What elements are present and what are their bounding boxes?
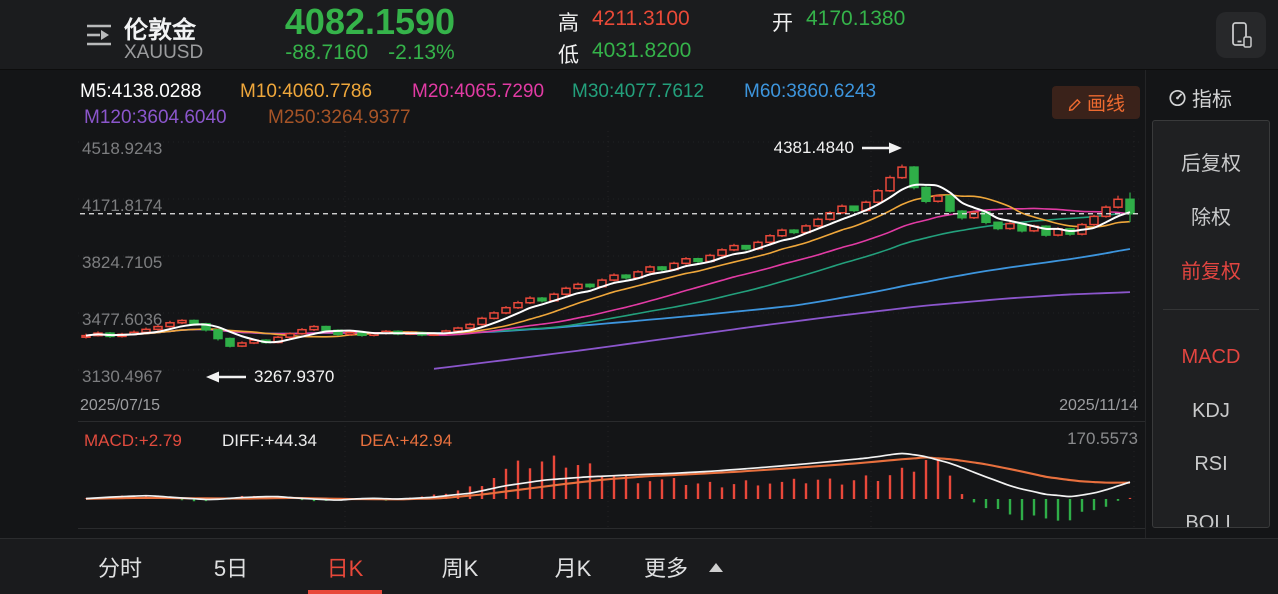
ma-line-M10 — [85, 194, 1131, 338]
ma-line-M5 — [85, 183, 1131, 344]
candles — [81, 164, 1135, 348]
phone-icon — [1232, 22, 1252, 48]
ma10-legend: M10:4060.7786 — [240, 81, 373, 102]
instrument-name: 伦敦金 — [124, 17, 196, 44]
price-change: -88.7160 — [285, 41, 369, 64]
indicator-menu-button[interactable]: 指标 — [1168, 85, 1232, 111]
ma5-legend: M5:4138.0288 — [80, 81, 202, 102]
high-label: 高 — [558, 12, 579, 35]
rotate-screen-button[interactable] — [1216, 12, 1266, 58]
y-tick: 4171.8174 — [82, 196, 163, 215]
indicator-boll[interactable]: BOLL — [1185, 512, 1237, 528]
y-tick: 3130.4967 — [82, 367, 163, 386]
draw-line-button[interactable]: 画线 — [1052, 86, 1140, 119]
period-tab-bar: 分时 5日 日K 周K 月K 更多 — [0, 538, 1278, 594]
open-value: 4170.1380 — [806, 7, 906, 30]
y-tick: 3824.7105 — [82, 253, 163, 272]
panel-divider — [1163, 309, 1259, 310]
ma-line-M120 — [433, 291, 1131, 370]
grid-lines — [78, 70, 1146, 538]
gauge-icon — [1169, 89, 1186, 106]
adjust-option-forward[interactable]: 前复权 — [1181, 261, 1241, 283]
quote-header: 伦敦金 XAUUSD 4082.1590 -88.7160 -2.13% 高 4… — [0, 0, 1278, 70]
annotation-arrows — [206, 142, 902, 383]
period-high-annotation: 4381.4840 — [773, 138, 854, 157]
low-value: 4031.8200 — [592, 39, 692, 62]
diff-value-label: DIFF:+44.34 — [222, 431, 317, 450]
draw-line-label: 画线 — [1086, 94, 1125, 115]
y-tick: 3477.6036 — [82, 310, 163, 329]
ma20-legend: M20:4065.7290 — [412, 81, 545, 102]
tab-daily-k[interactable]: 日K — [311, 539, 379, 594]
indicator-rsi[interactable]: RSI — [1194, 453, 1228, 475]
dea-value-label: DEA:+42.94 — [360, 431, 453, 450]
chart-start-date: 2025/07/15 — [80, 397, 161, 414]
adjust-option-none[interactable]: 除权 — [1191, 207, 1231, 229]
indicator-menu-label: 指标 — [1192, 88, 1232, 111]
ma250-legend: M250:3264.9377 — [268, 107, 411, 128]
tab-5day[interactable]: 5日 — [213, 556, 249, 581]
macd-value-label: MACD:+2.79 — [84, 431, 182, 450]
low-label: 低 — [558, 44, 579, 67]
high-value: 4211.3100 — [592, 7, 690, 30]
y-tick: 4518.9243 — [82, 139, 163, 158]
tab-weekly-k[interactable]: 周K — [441, 556, 479, 581]
macd-scale-max: 170.5573 — [1067, 429, 1138, 448]
arrow-right-glyph — [101, 30, 109, 40]
diff-line — [85, 452, 1131, 501]
ma120-legend: M120:3604.6040 — [84, 107, 227, 128]
last-price: 4082.1590 — [284, 1, 456, 42]
dea-line — [85, 456, 1131, 501]
chart-end-date: 2025/11/14 — [1059, 397, 1138, 414]
indicator-macd[interactable]: MACD — [1181, 346, 1241, 368]
tab-timeline[interactable]: 分时 — [97, 556, 142, 581]
adjust-option-backward[interactable]: 后复权 — [1181, 153, 1241, 175]
period-low-annotation: 3267.9370 — [254, 367, 335, 386]
chart-options-panel: 后复权 除权 前复权 MACD KDJ RSI BOLL — [1152, 120, 1270, 528]
tab-more[interactable]: 更多 — [643, 556, 688, 581]
ma30-legend: M30:4077.7612 — [572, 81, 705, 102]
open-label: 开 — [772, 12, 793, 35]
menu-back-icon[interactable] — [84, 22, 116, 48]
macd-histogram — [84, 455, 1132, 521]
indicator-kdj[interactable]: KDJ — [1192, 400, 1230, 422]
ma60-legend: M60:3860.6243 — [744, 81, 877, 102]
collapse-triangle-icon[interactable] — [709, 563, 723, 572]
pencil-icon — [1068, 98, 1081, 111]
tab-monthly-k[interactable]: 月K — [554, 556, 592, 581]
price-change-row: -88.7160 -2.13% — [250, 41, 490, 65]
price-change-pct: -2.13% — [388, 41, 455, 64]
instrument-symbol: XAUUSD — [124, 42, 204, 63]
